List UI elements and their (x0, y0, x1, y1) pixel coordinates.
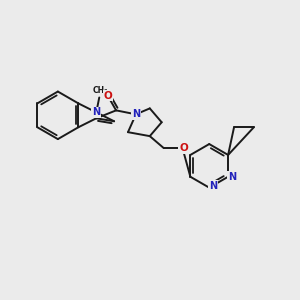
Text: N: N (228, 172, 236, 182)
Text: N: N (92, 107, 100, 117)
Text: N: N (209, 181, 217, 191)
Text: O: O (104, 91, 112, 100)
Text: N: N (132, 109, 140, 119)
Text: CH₃: CH₃ (92, 86, 108, 95)
Text: O: O (179, 143, 188, 153)
